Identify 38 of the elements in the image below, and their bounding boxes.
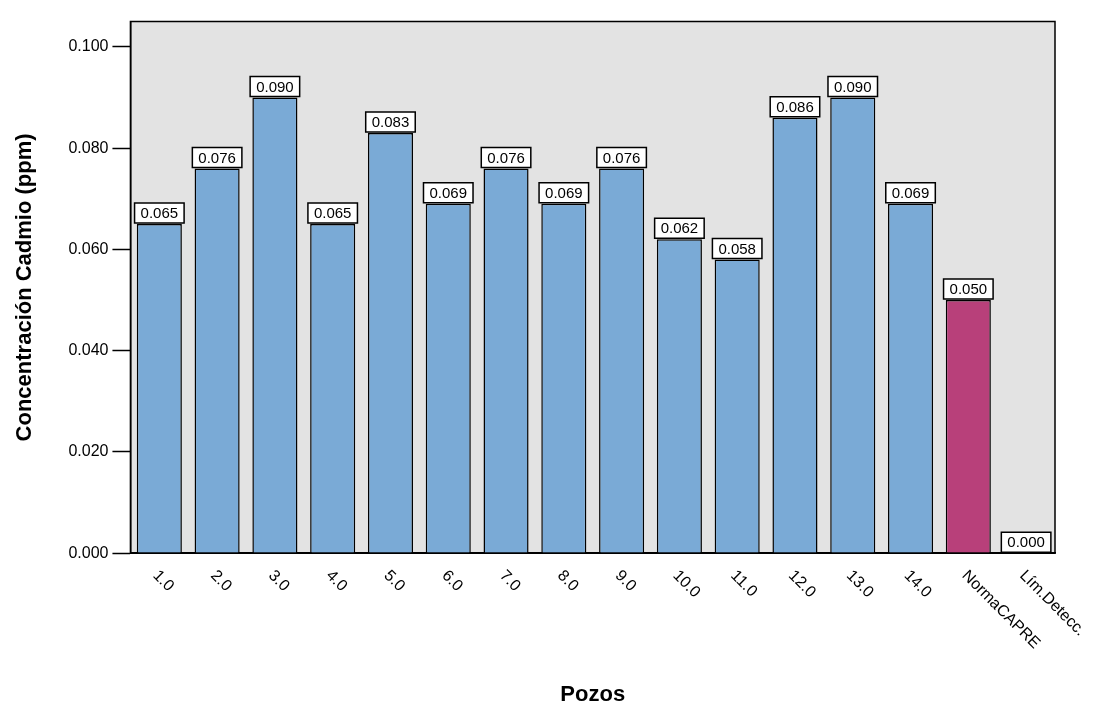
data-label: 0.050 [949,280,988,298]
x-tick-label: 1.0 [150,566,178,595]
x-tick-label: 12.0 [785,566,820,601]
data-label: 0.083 [371,113,410,131]
data-label: 0.000 [1007,533,1045,551]
data-label: 0.069 [545,184,583,201]
data-label: 0.090 [833,77,872,95]
data-label: 0.086 [776,97,814,115]
data-label: 0.058 [718,239,756,257]
x-tick-label: 2.0 [207,566,236,595]
data-label: 0.065 [313,204,352,222]
data-label: 0.069 [891,184,930,201]
y-tick-label: 0.100 [68,37,109,55]
x-tick-label: 11.0 [727,566,762,600]
y-axis-title: Concentración Cadmio (ppm) [11,133,37,442]
data-label: 0.090 [256,77,294,95]
data-label: 0.069 [429,184,468,201]
y-tick-label: 0.040 [68,341,109,359]
x-tick-label: 13.0 [843,566,878,601]
x-tick-label: 3.0 [265,566,294,595]
y-tick-label: 0.080 [68,138,109,156]
data-label: 0.065 [140,204,179,222]
y-tick-label: 0.000 [68,543,109,561]
x-tick-label: 6.0 [439,566,467,595]
x-tick-label: 8.0 [554,566,583,595]
x-tick-label: 10.0 [670,566,705,601]
data-label: 0.076 [602,148,641,166]
x-tick-label: 7.0 [496,566,525,595]
x-tick-label: 5.0 [381,566,410,595]
x-axis-title: Pozos [560,680,626,706]
x-tick-label: 4.0 [323,566,352,595]
x-tick-label: 9.0 [612,566,641,595]
x-tick-label: 14.0 [901,566,936,601]
data-label: 0.062 [660,219,699,237]
y-tick-label: 0.020 [68,442,109,460]
data-label: 0.076 [487,148,525,166]
data-label: 0.076 [198,148,236,166]
y-tick-label: 0.060 [68,239,109,257]
